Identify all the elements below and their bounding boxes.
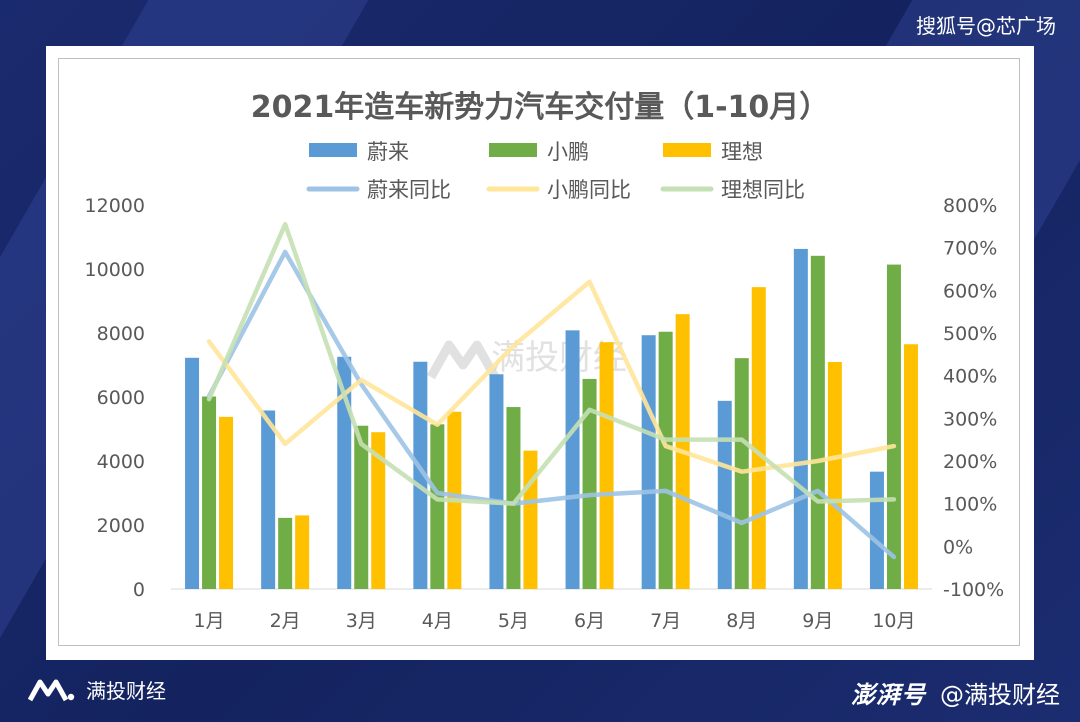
line-小鹏同比: [206, 279, 897, 474]
y-right-tick-label: 300%: [943, 408, 997, 430]
bar-理想-10月: [903, 344, 918, 589]
chart-title: 2021年造车新势力汽车交付量（1-10月）: [251, 90, 830, 125]
line-理想同比: [206, 221, 897, 506]
legend-swatch-2: [489, 143, 537, 157]
bar-理想-5月: [523, 450, 538, 589]
legend-label-3: 理想: [721, 140, 763, 164]
bar-理想-6月: [599, 342, 614, 589]
bar-蔚来-7月: [641, 335, 656, 589]
footer-handle: @满投财经: [940, 681, 1060, 709]
x-tick-label: 2月: [270, 610, 301, 632]
y-right-tick-label: 0%: [943, 536, 973, 558]
bar-小鹏-10月: [886, 264, 901, 589]
bar-蔚来-8月: [717, 400, 732, 589]
y-right-tick-label: 400%: [943, 366, 997, 388]
chart-frame: 2021年造车新势力汽车交付量（1-10月） 满投财经 蔚来 小鹏 理想 蔚来同比 小鹏同比…: [58, 58, 1020, 646]
y-left-tick-label: 4000: [97, 451, 145, 473]
legend-label-6: 理想同比: [721, 178, 805, 202]
bar-小鹏-1月: [202, 396, 217, 589]
y-right-tick-label: 100%: [943, 494, 997, 516]
bar-蔚来-2月: [261, 410, 276, 589]
x-tick-label: 10月: [872, 610, 915, 632]
y-right-tick-label: 500%: [943, 323, 997, 345]
y-right-tick-label: 200%: [943, 451, 997, 473]
x-tick-label: 9月: [802, 610, 833, 632]
y-right-tick-label: 600%: [943, 280, 997, 302]
legend-swatch-3: [663, 143, 711, 157]
footer-credit: 澎湃号 @满投财经: [851, 675, 1060, 710]
x-tick-label: 4月: [422, 610, 453, 632]
y-right-tick-label: -100%: [943, 579, 1004, 601]
bar-小鹏-5月: [506, 407, 521, 589]
watermark-logo-icon: [427, 340, 499, 380]
bar-小鹏-4月: [430, 424, 445, 589]
bar-蔚来-5月: [489, 374, 504, 589]
brand-logo-icon: [28, 679, 75, 701]
bar-小鹏-3月: [354, 425, 369, 589]
bar-蔚来-1月: [185, 357, 200, 589]
y-left-tick-label: 6000: [97, 387, 145, 409]
bar-小鹏-7月: [658, 331, 673, 589]
bar-理想-8月: [751, 287, 766, 589]
x-tick-label: 1月: [194, 610, 225, 632]
footer-brand-name: 满投财经: [86, 679, 166, 703]
platform-name: 澎湃号: [851, 681, 926, 709]
bar-蔚来-10月: [869, 471, 884, 589]
y-left-tick-label: 10000: [85, 259, 145, 281]
legend-label-1: 蔚来: [367, 140, 409, 164]
bar-理想-2月: [295, 515, 310, 589]
x-tick-label: 3月: [346, 610, 377, 632]
y-left-tick-label: 2000: [97, 515, 145, 537]
y-left-tick-label: 12000: [85, 195, 145, 217]
x-tick-label: 7月: [650, 610, 681, 632]
x-tick-label: 6月: [574, 610, 605, 632]
bar-理想-9月: [827, 361, 842, 589]
chart-card: 2021年造车新势力汽车交付量（1-10月） 满投财经 蔚来 小鹏 理想 蔚来同比 小鹏同比…: [46, 46, 1034, 660]
line-蔚来同比: [206, 249, 897, 560]
y-left-tick-label: 0: [133, 579, 145, 601]
legend-label-2: 小鹏: [547, 140, 589, 164]
top-watermark: 搜狐号@芯广场: [916, 14, 1056, 38]
bar-理想-1月: [219, 416, 234, 589]
x-tick-label: 8月: [726, 610, 757, 632]
legend-label-4: 蔚来同比: [367, 178, 451, 202]
bar-小鹏-2月: [278, 517, 293, 589]
bar-蔚来-3月: [337, 356, 352, 589]
y-right-tick-label: 800%: [943, 195, 997, 217]
bar-小鹏-9月: [810, 255, 825, 590]
legend-swatch-1: [309, 143, 357, 157]
bar-蔚来-6月: [565, 330, 580, 589]
x-tick-label: 5月: [498, 610, 529, 632]
y-left-tick-label: 8000: [97, 323, 145, 345]
bar-蔚来-9月: [793, 248, 808, 590]
legend-label-5: 小鹏同比: [547, 178, 631, 202]
footer-brand: 满投财经: [28, 675, 166, 704]
y-right-tick-label: 700%: [943, 238, 997, 260]
bar-小鹏-6月: [582, 378, 597, 589]
bar-理想-3月: [371, 432, 386, 589]
